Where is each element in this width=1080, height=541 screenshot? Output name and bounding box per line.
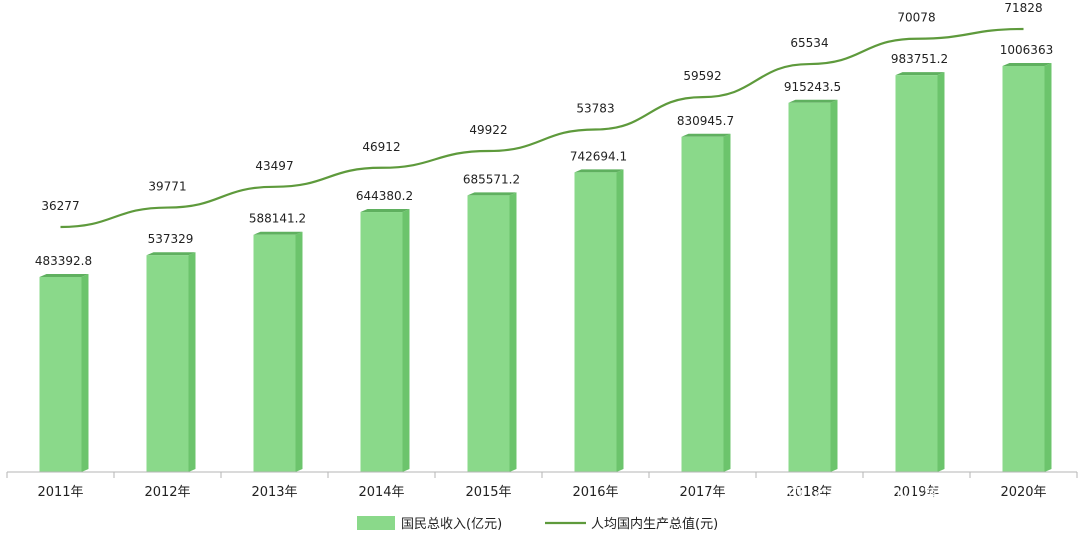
bar-front xyxy=(574,172,617,472)
legend-bar-swatch xyxy=(357,516,395,530)
bar-value-label: 983751.2 xyxy=(891,52,948,66)
line-value-labels: 36277 39771 43497 46912 49922 53783 59592 65534… xyxy=(41,1,1042,213)
bar-front xyxy=(253,234,296,472)
bar-value-label: 483392.8 xyxy=(35,254,92,268)
x-tick-label: 2013年 xyxy=(251,485,297,500)
bar-value-label: 644380.2 xyxy=(356,189,413,203)
bar xyxy=(146,252,196,472)
x-axis-tick-labels: 2011年 2012年 2013年 2014年 2015年 2016年 2017年 2018年… xyxy=(37,485,1046,500)
line-value-label: 49922 xyxy=(469,123,507,137)
bar-value-label: 915243.5 xyxy=(784,80,841,94)
bar xyxy=(574,169,624,472)
bar-front xyxy=(1002,66,1045,472)
line-series xyxy=(60,27,1024,229)
bar-front xyxy=(146,255,189,472)
bar-value-label: 537329 xyxy=(148,232,194,246)
line-value-label: 43497 xyxy=(255,159,293,173)
legend: 国民总收入(亿元) 人均国内生产总值(元) xyxy=(357,516,718,532)
x-tick-label: 2019年 xyxy=(893,485,939,500)
bar xyxy=(895,72,945,472)
bar-top xyxy=(574,169,624,173)
line-value-label: 39771 xyxy=(148,180,186,194)
bar-side xyxy=(1044,63,1052,472)
x-tick-label: 2017年 xyxy=(679,485,725,500)
bar-top xyxy=(253,231,303,235)
bar-value-label: 1006363 xyxy=(1000,43,1053,57)
x-tick-label: 2016年 xyxy=(572,485,618,500)
line-value-label: 53783 xyxy=(576,102,614,116)
bar xyxy=(360,209,410,472)
bar-series xyxy=(39,63,1052,473)
x-axis-ticks xyxy=(6,472,1078,478)
bar-value-label: 742694.1 xyxy=(570,149,627,163)
bar-top xyxy=(788,99,838,103)
bar-value-labels: 483392.8 537329 588141.2 644380.2 685571.2 74… xyxy=(35,43,1053,268)
bar-top xyxy=(467,192,517,196)
legend-bar-label: 国民总收入(亿元) xyxy=(401,517,502,532)
bar-top xyxy=(146,252,196,256)
bar-front xyxy=(788,102,831,472)
x-tick-label: 2020年 xyxy=(1000,485,1046,500)
line-value-label: 46912 xyxy=(362,140,400,154)
x-tick-label: 2015年 xyxy=(465,485,511,500)
bar-value-label: 685571.2 xyxy=(463,172,520,186)
bar-top xyxy=(895,72,945,76)
bar-side xyxy=(830,99,838,472)
legend-line-label: 人均国内生产总值(元) xyxy=(591,516,718,532)
x-tick-label: 2012年 xyxy=(144,485,190,500)
bar-front xyxy=(39,276,82,472)
line-path xyxy=(60,27,1024,229)
x-tick-label: 2018年 xyxy=(786,485,832,500)
bar-front xyxy=(681,136,724,473)
bar-side xyxy=(616,169,624,472)
bar xyxy=(253,231,303,472)
bar-front xyxy=(467,195,510,473)
line-value-label: 36277 xyxy=(41,199,79,213)
bar xyxy=(788,99,838,472)
x-tick-label: 2011年 xyxy=(37,485,83,500)
bar-top xyxy=(360,209,410,213)
bar xyxy=(467,192,517,473)
bar xyxy=(39,273,89,472)
line-value-label: 71828 xyxy=(1004,1,1042,15)
bar-side xyxy=(402,209,410,472)
line-value-label: 65534 xyxy=(790,36,828,50)
line-value-label: 70078 xyxy=(897,11,935,25)
bar-side xyxy=(295,231,303,472)
bar-value-label: 588141.2 xyxy=(249,212,306,226)
bar-top xyxy=(1002,63,1052,66)
bar-value-label: 830945.7 xyxy=(677,114,734,128)
bar-top xyxy=(39,273,89,277)
line-value-label: 59592 xyxy=(683,69,721,83)
x-tick-label: 2014年 xyxy=(358,485,404,500)
bar xyxy=(681,133,731,473)
bar-side xyxy=(937,72,945,472)
bar-side xyxy=(509,192,517,473)
bar-side xyxy=(188,252,196,472)
bar xyxy=(1002,63,1052,472)
bar-side xyxy=(723,133,731,473)
bar-front xyxy=(895,75,938,472)
bar-top xyxy=(681,133,731,137)
bar-front xyxy=(360,212,403,472)
bar-side xyxy=(81,273,89,472)
watermark: 知乎 @勤劳的小蜜蜂 xyxy=(762,486,967,511)
